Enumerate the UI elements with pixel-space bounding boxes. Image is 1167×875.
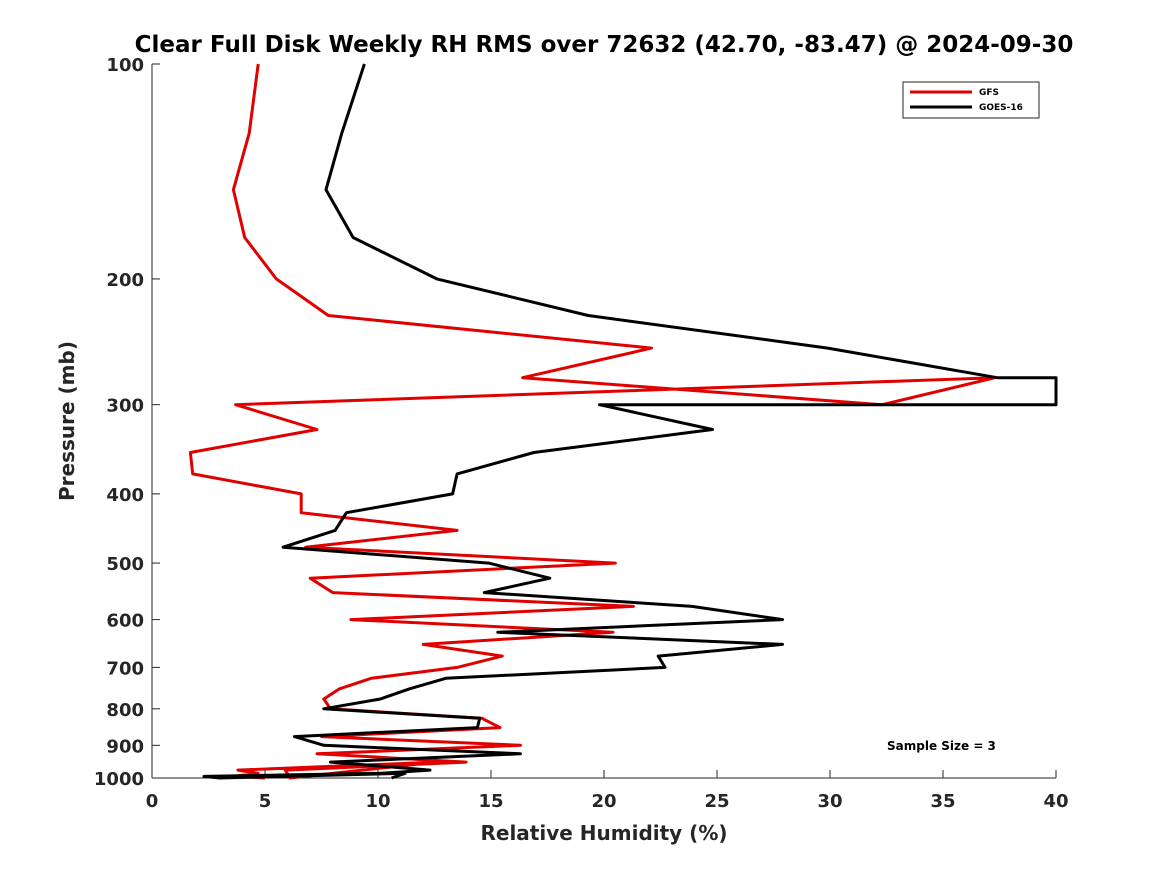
y-tick-label: 600 xyxy=(106,611,144,632)
y-tick-label: 300 xyxy=(106,396,144,417)
x-tick-label: 40 xyxy=(1043,791,1068,812)
y-tick-label: 800 xyxy=(106,700,144,721)
x-tick-label: 35 xyxy=(930,791,955,812)
y-axis-label: Pressure (mb) xyxy=(55,341,79,501)
x-tick-label: 5 xyxy=(259,791,272,812)
x-tick-label: 15 xyxy=(478,791,503,812)
y-tick-label: 700 xyxy=(106,658,144,679)
x-ticks: 0 5 10 15 20 25 30 35 40 xyxy=(146,770,1069,812)
legend: GFS GOES-16 xyxy=(902,81,1040,119)
x-tick-label: 30 xyxy=(817,791,842,812)
y-tick-label: 200 xyxy=(106,270,144,291)
y-tick-label: 100 xyxy=(106,55,144,76)
legend-label-goes16: GOES-16 xyxy=(979,103,1023,113)
y-tick-label: 400 xyxy=(106,485,144,506)
x-tick-label: 10 xyxy=(365,791,390,812)
series-line-gfs xyxy=(188,63,997,780)
plot-area: 0 5 10 15 20 25 30 35 40 100 200 300 400 500 600 700 80… xyxy=(94,55,1069,812)
chart-title: Clear Full Disk Weekly RH RMS over 72632… xyxy=(135,32,1074,58)
legend-label-gfs: GFS xyxy=(979,88,999,98)
legend-box xyxy=(902,81,1040,119)
series-lines xyxy=(188,63,1058,780)
x-tick-label: 25 xyxy=(704,791,729,812)
series-line-goes16 xyxy=(202,63,1058,780)
y-tick-label: 900 xyxy=(106,736,144,757)
y-tick-label: 1000 xyxy=(94,769,144,790)
y-tick-label: 500 xyxy=(106,554,144,575)
sample-size-annotation: Sample Size = 3 xyxy=(887,739,996,753)
x-tick-label: 0 xyxy=(146,791,159,812)
y-ticks: 100 200 300 400 500 600 700 800 900 1000 xyxy=(94,55,160,790)
x-axis-label: Relative Humidity (%) xyxy=(480,821,727,845)
x-tick-label: 20 xyxy=(591,791,616,812)
